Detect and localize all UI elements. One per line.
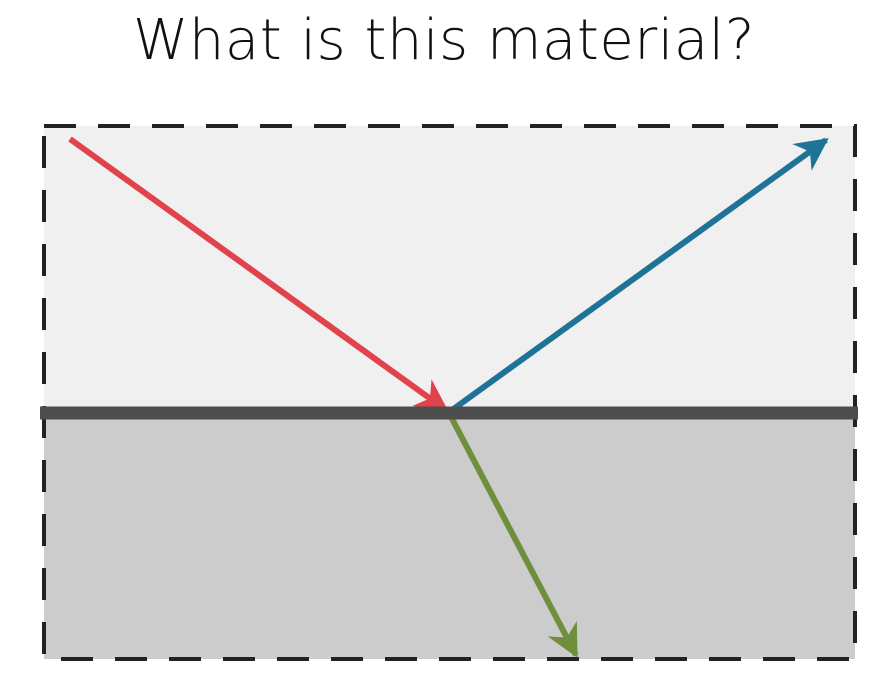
- lower-medium: [44, 413, 855, 659]
- reflected-ray: [450, 137, 829, 413]
- question-title: What is this material?: [133, 8, 755, 73]
- refracted-ray: [446, 411, 579, 658]
- incident-ray: [68, 136, 449, 413]
- upper-medium: [44, 126, 855, 413]
- dashed-border: [42, 124, 857, 661]
